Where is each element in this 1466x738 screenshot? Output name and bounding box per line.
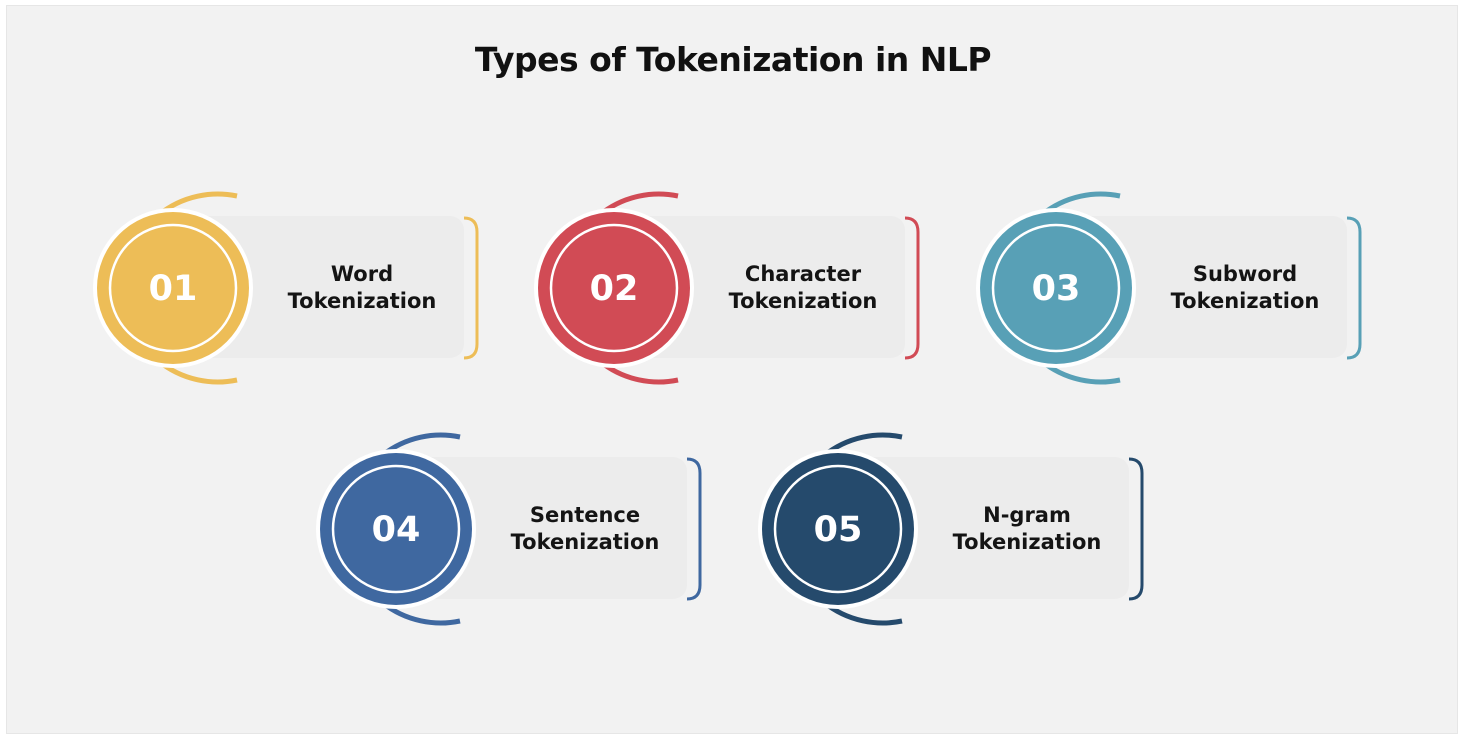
step-label-line1: Sentence [529,503,641,527]
step-label: N-gram Tokenization [917,489,1137,569]
tokenization-item-sentence: 04 Sentence Tokenization [295,429,705,629]
character-tokenization-graphic [534,191,920,385]
word-tokenization-graphic [93,191,479,385]
sentence-tokenization-graphic [316,432,702,626]
diagram-canvas [6,5,1458,734]
step-label-line1: Character [744,262,862,286]
step-label-line2: Tokenization [1170,289,1320,313]
diagram-title: Types of Tokenization in NLP [474,40,992,79]
ngram-tokenization-graphic [758,432,1144,626]
step-label: Word Tokenization [252,248,472,328]
step-label-line2: Tokenization [287,289,437,313]
step-label-line1: Word [330,262,394,286]
step-label-line2: Tokenization [952,530,1102,554]
step-label: Sentence Tokenization [475,489,695,569]
tokenization-item-word: 01 Word Tokenization [72,188,482,388]
step-number: 05 [813,510,863,550]
step-label: Subword Tokenization [1135,248,1355,328]
tokenization-item-character: 02 Character Tokenization [513,188,923,388]
step-number: 02 [589,269,639,309]
step-label-line1: Subword [1192,262,1298,286]
subword-tokenization-graphic [976,191,1362,385]
step-label-line2: Tokenization [510,530,660,554]
step-label: Character Tokenization [693,248,913,328]
step-number: 01 [148,269,198,309]
step-number: 04 [371,510,421,550]
step-label-line2: Tokenization [728,289,878,313]
step-number: 03 [1031,269,1081,309]
tokenization-item-subword: 03 Subword Tokenization [955,188,1365,388]
step-label-line1: N-gram [983,503,1071,527]
tokenization-item-ngram: 05 N-gram Tokenization [737,429,1147,629]
